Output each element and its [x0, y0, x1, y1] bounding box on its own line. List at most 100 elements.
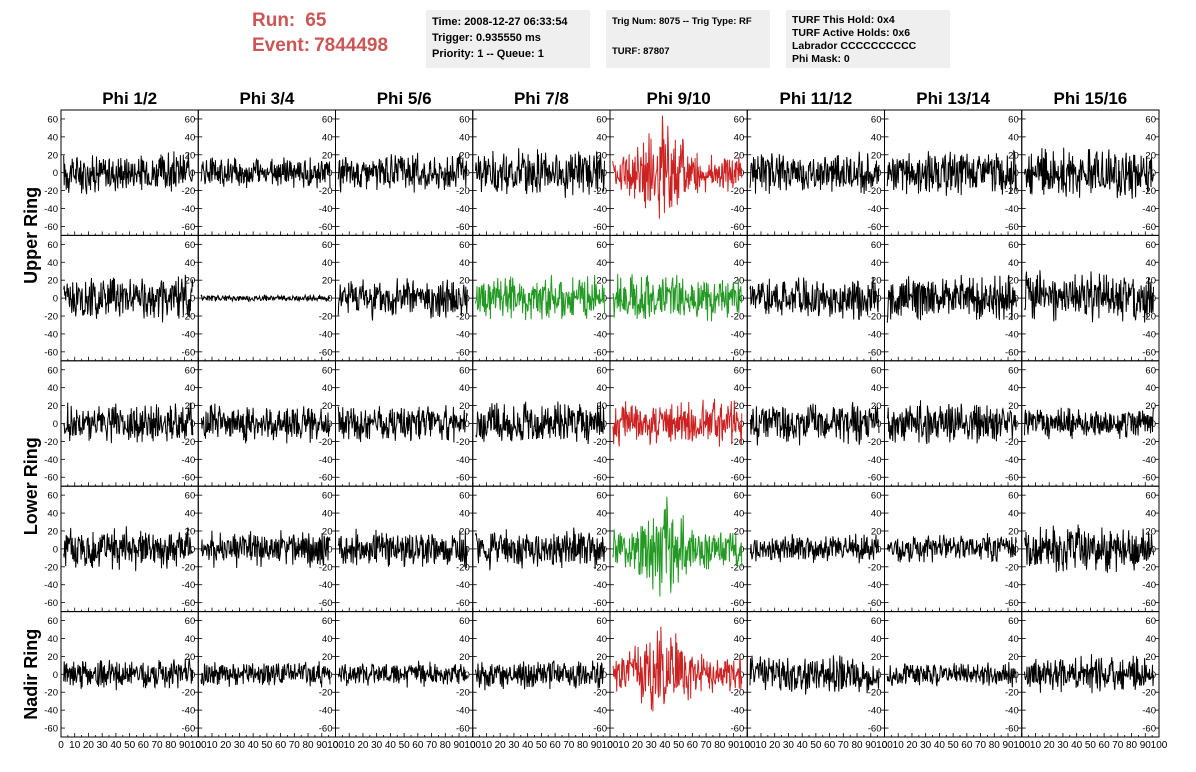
turf-text: TURF: 87807: [612, 46, 670, 57]
y-tick-label: -20: [456, 312, 470, 323]
y-tick-label: 40: [596, 258, 607, 269]
y-tick-label: -40: [1005, 204, 1019, 215]
waveform-trace: [337, 278, 468, 321]
x-tick-label: 90: [865, 740, 877, 751]
y-tick-label: 20: [47, 652, 58, 663]
y-tick-label: 60: [734, 491, 745, 502]
y-tick-label: -60: [593, 473, 607, 484]
x-tick-label: 10: [206, 740, 218, 751]
y-tick-label: 60: [871, 114, 882, 125]
y-tick-label: -40: [593, 706, 607, 717]
y-tick-label: -40: [456, 580, 470, 591]
y-tick-label: 20: [459, 652, 470, 663]
y-tick-label: -20: [731, 688, 745, 699]
y-tick-label: 20: [734, 652, 745, 663]
y-tick-label: -20: [868, 437, 882, 448]
waveform-trace: [475, 274, 605, 321]
y-tick-label: 40: [871, 634, 882, 645]
y-tick-label: 60: [47, 240, 58, 251]
y-tick-label: 20: [322, 526, 333, 537]
column-header: Phi 3/4: [239, 89, 294, 108]
y-tick-label: 40: [47, 509, 58, 520]
x-tick-label: 0: [882, 740, 888, 751]
y-tick-label: 0: [876, 294, 881, 305]
waveform-trace: [63, 151, 194, 195]
y-tick-label: 60: [185, 365, 196, 376]
x-tick-label: 10: [1030, 740, 1042, 751]
y-tick-label: -20: [44, 562, 58, 573]
y-tick-label: 40: [1145, 634, 1156, 645]
y-tick-label: 40: [871, 509, 882, 520]
y-tick-label: 60: [47, 114, 58, 125]
y-tick-label: -40: [456, 455, 470, 466]
y-tick-label: 20: [596, 526, 607, 537]
waveform-trace: [749, 533, 880, 564]
y-tick-label: 60: [322, 491, 333, 502]
waveform-trace: [337, 152, 468, 193]
y-tick-label: -60: [319, 724, 333, 735]
y-tick-label: 60: [1008, 616, 1019, 627]
x-tick-label: 20: [83, 740, 95, 751]
x-tick-label: 0: [607, 740, 613, 751]
x-tick-label: 90: [728, 740, 740, 751]
trig-info-box: Trig Num: 8075 -- Trig Type: RF TURF: 87…: [606, 10, 770, 68]
y-tick-label: -20: [44, 312, 58, 323]
y-tick-label: -60: [182, 724, 196, 735]
y-tick-label: 20: [871, 150, 882, 161]
y-tick-label: 60: [322, 616, 333, 627]
y-tick-label: 20: [322, 652, 333, 663]
y-tick-label: 60: [596, 240, 607, 251]
y-tick-label: -60: [868, 347, 882, 358]
waveform-trace: [1024, 270, 1154, 323]
x-tick-label: 30: [371, 740, 383, 751]
y-tick-label: -40: [319, 580, 333, 591]
y-tick-label: -40: [319, 455, 333, 466]
y-tick-label: 0: [739, 670, 744, 681]
y-tick-label: 40: [596, 509, 607, 520]
y-tick-label: 20: [459, 526, 470, 537]
y-tick-label: -20: [1005, 688, 1019, 699]
y-tick-label: -40: [593, 204, 607, 215]
x-tick-label: 70: [152, 740, 164, 751]
y-tick-label: 20: [871, 526, 882, 537]
y-tick-label: -40: [1005, 706, 1019, 717]
y-tick-label: -60: [1005, 724, 1019, 735]
y-tick-label: 0: [327, 544, 332, 555]
y-tick-label: 20: [1145, 526, 1156, 537]
y-tick-label: -20: [319, 312, 333, 323]
y-tick-label: -20: [1142, 437, 1156, 448]
y-tick-label: 40: [459, 383, 470, 394]
x-tick-label: 10: [618, 740, 630, 751]
y-tick-label: 0: [190, 544, 195, 555]
y-tick-label: 20: [1008, 276, 1019, 287]
x-tick-label: 30: [1057, 740, 1069, 751]
column-header: Phi 15/16: [1054, 89, 1128, 108]
x-tick-label: 100: [602, 740, 619, 751]
x-tick-label: 90: [1140, 740, 1152, 751]
y-tick-label: 40: [1008, 383, 1019, 394]
y-tick-label: -20: [319, 562, 333, 573]
y-tick-label: -20: [593, 437, 607, 448]
y-tick-label: 40: [871, 132, 882, 143]
waveform-trace: [337, 405, 468, 443]
y-tick-label: -20: [182, 312, 196, 323]
x-tick-label: 60: [550, 740, 562, 751]
column-header: Phi 9/10: [646, 89, 710, 108]
y-tick-label: 40: [1145, 383, 1156, 394]
y-tick-label: -40: [593, 580, 607, 591]
y-tick-label: 60: [734, 114, 745, 125]
y-tick-label: -60: [44, 473, 58, 484]
y-tick-label: 60: [871, 491, 882, 502]
y-tick-label: 40: [1008, 509, 1019, 520]
y-tick-label: -40: [731, 455, 745, 466]
x-tick-label: 30: [646, 740, 658, 751]
waveform-trace: [749, 401, 880, 446]
y-tick-label: -40: [182, 706, 196, 717]
y-tick-label: 60: [1145, 616, 1156, 627]
y-tick-label: 40: [734, 634, 745, 645]
y-tick-label: -60: [1005, 347, 1019, 358]
y-tick-label: -20: [731, 562, 745, 573]
y-tick-label: 60: [459, 616, 470, 627]
y-tick-label: 0: [53, 168, 58, 179]
y-tick-label: 40: [734, 509, 745, 520]
